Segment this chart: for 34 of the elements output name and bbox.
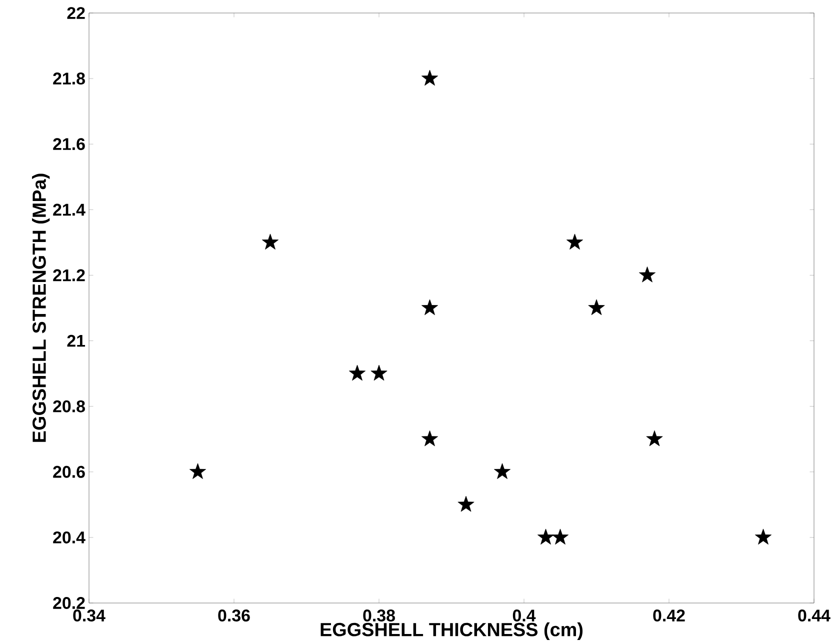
x-tick-label: 0.44 (798, 610, 830, 622)
point (370, 364, 388, 381)
point (421, 70, 438, 86)
x-tick-label: 0.4 (512, 610, 536, 622)
point (588, 299, 605, 316)
point (458, 496, 474, 512)
y-tick-label: 20.2 (53, 597, 85, 609)
point (348, 364, 366, 381)
x-axis-title: EGGSHELL THICKNESS (cm) (320, 622, 583, 640)
y-tick-label: 21.4 (53, 204, 86, 216)
y-tick-label: 20.8 (53, 400, 85, 412)
x-tick-label: 0.42 (653, 610, 685, 622)
point (638, 266, 656, 282)
point (646, 430, 663, 446)
y-tick-label: 21.2 (53, 269, 85, 282)
point (262, 234, 279, 250)
x-tick-label: 0.34 (73, 610, 106, 622)
y-axis-title: EGGSHELL STRENGTH (MPa) (32, 174, 50, 442)
y-tick-label: 21.8 (53, 72, 85, 85)
point (421, 299, 438, 316)
x-tick-label: 0.36 (218, 610, 250, 622)
point (754, 528, 772, 545)
y-tick-label: 22 (67, 7, 85, 19)
point (189, 463, 206, 479)
y-tick-label: 20.4 (53, 531, 86, 544)
y-tick-label: 20.6 (53, 466, 85, 478)
y-tick-label: 21.6 (53, 138, 85, 150)
point (494, 463, 511, 479)
point (552, 528, 569, 545)
point (537, 528, 554, 545)
x-tick-label: 0.38 (363, 610, 395, 622)
point (566, 234, 584, 250)
point (421, 430, 438, 446)
y-tick-label: 21 (67, 334, 86, 347)
